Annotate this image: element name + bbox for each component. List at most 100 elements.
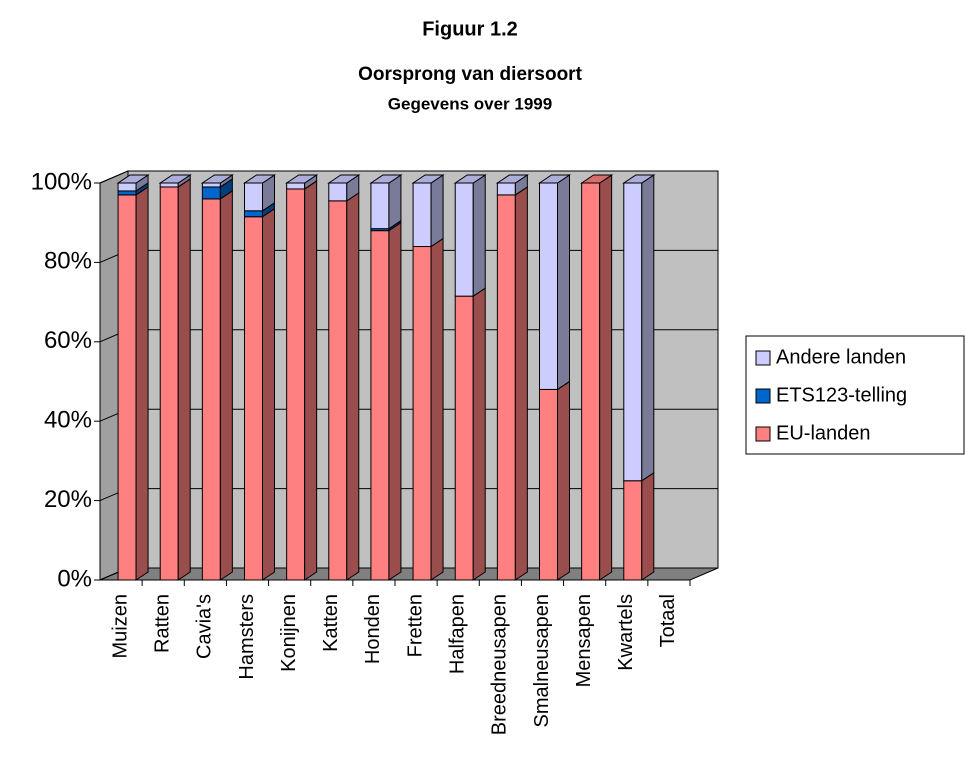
bar-front (581, 182, 601, 581)
bar-segment (286, 180, 318, 581)
bar-segment (412, 174, 444, 248)
y-tick-label: 100% (31, 168, 92, 195)
bar-top (116, 174, 150, 184)
bar-segment (454, 174, 486, 298)
bar-front (496, 194, 516, 581)
bar-front (412, 182, 432, 248)
x-tick-label: Ratten (151, 594, 173, 653)
bar-segment (370, 174, 402, 230)
bar-top (242, 174, 277, 184)
bar-side (641, 471, 655, 581)
bar-front (244, 210, 263, 218)
bar-top (200, 174, 235, 184)
x-tick-label: Fretten (404, 594, 426, 657)
bar-side (557, 380, 570, 581)
bar-segment (201, 189, 233, 581)
bar-top (411, 174, 445, 184)
bar-side (472, 174, 486, 298)
bar-segment (159, 178, 191, 581)
bar-top (158, 174, 192, 184)
bar-segment (244, 174, 275, 212)
bar-top (284, 174, 319, 184)
bar-side (219, 189, 233, 581)
legend-label: EU-landen (776, 422, 871, 444)
bar-side (430, 237, 444, 581)
bar-segment (412, 237, 444, 581)
bar-front (623, 182, 643, 482)
bar-segment (370, 221, 402, 581)
bar-segment (328, 191, 360, 581)
bar-segment (496, 185, 528, 581)
bar-top (495, 174, 530, 184)
x-tick-label: Honden (362, 594, 384, 664)
x-tick-label: Kwartels (615, 594, 637, 671)
legend-swatch (755, 388, 771, 404)
bar-front (454, 295, 474, 581)
bar-front (244, 216, 263, 581)
bar-front (286, 188, 306, 581)
bar-top (369, 174, 403, 184)
bar-segment (454, 287, 486, 581)
bar-side (346, 191, 360, 581)
bar-top (579, 174, 614, 184)
bar-segment (286, 174, 318, 190)
bar-top (537, 174, 572, 184)
bar-segment (623, 471, 655, 581)
bar-front (159, 182, 179, 188)
bar-side (599, 174, 613, 581)
bar-front (117, 194, 137, 581)
bar-side (135, 185, 149, 581)
bar-side (388, 174, 402, 230)
x-tick-label: Mensapen (573, 594, 595, 687)
x-tick-label: Katten (320, 594, 342, 652)
bar-side (177, 178, 191, 581)
x-tick-label: Cavia's (194, 594, 216, 659)
bar-front (454, 182, 474, 297)
bar-top (622, 174, 656, 184)
y-tick-label: 0% (57, 565, 92, 592)
x-tick-label: Konijnen (278, 594, 300, 672)
legend-label: ETS123-telling (776, 384, 907, 406)
y-tick-label: 80% (44, 248, 92, 275)
bar-front (328, 182, 348, 202)
x-tick-label: Breedneusapen (489, 594, 511, 735)
bar-segment (117, 185, 149, 581)
y-tick-label: 40% (44, 407, 92, 434)
bar-front (201, 198, 221, 581)
bar-front (370, 182, 390, 230)
bar-front (159, 186, 179, 581)
bar-side (472, 287, 486, 581)
x-tick-label: Halfapen (446, 594, 468, 674)
x-tick-label: Smalneusapen (531, 594, 553, 727)
bar-front (539, 182, 558, 390)
bar-side (430, 174, 444, 248)
bar-side (641, 174, 655, 482)
bar-side (262, 207, 275, 581)
x-tick-label: Hamsters (236, 594, 258, 680)
chart-note: Gegevens over 1999 (388, 94, 552, 113)
legend-box (745, 335, 965, 455)
bar-side (514, 185, 528, 581)
x-tick-label: Totaal (657, 594, 679, 647)
bar-segment (623, 174, 655, 482)
bar-side (557, 174, 570, 391)
bar-front (539, 388, 558, 581)
bar-front (201, 186, 221, 200)
bar-front (412, 246, 432, 581)
legend-label: Andere landen (776, 346, 906, 368)
bar-top (327, 174, 361, 184)
legend-swatch (755, 426, 771, 442)
bar-segment (539, 380, 570, 581)
grid-line (99, 170, 718, 184)
bar-front (370, 230, 390, 581)
bar-segment (244, 207, 275, 581)
bar-segment (539, 174, 570, 391)
bar-front (286, 182, 306, 190)
bar-side (388, 221, 402, 581)
y-tick-label: 20% (44, 486, 92, 513)
bar-front (328, 200, 348, 581)
y-tick-label: 60% (44, 327, 92, 354)
chart-title: Figuur 1.2 (422, 18, 518, 40)
chart-subtitle: Oorsprong van diersoort (358, 64, 582, 85)
bar-front (623, 480, 643, 581)
